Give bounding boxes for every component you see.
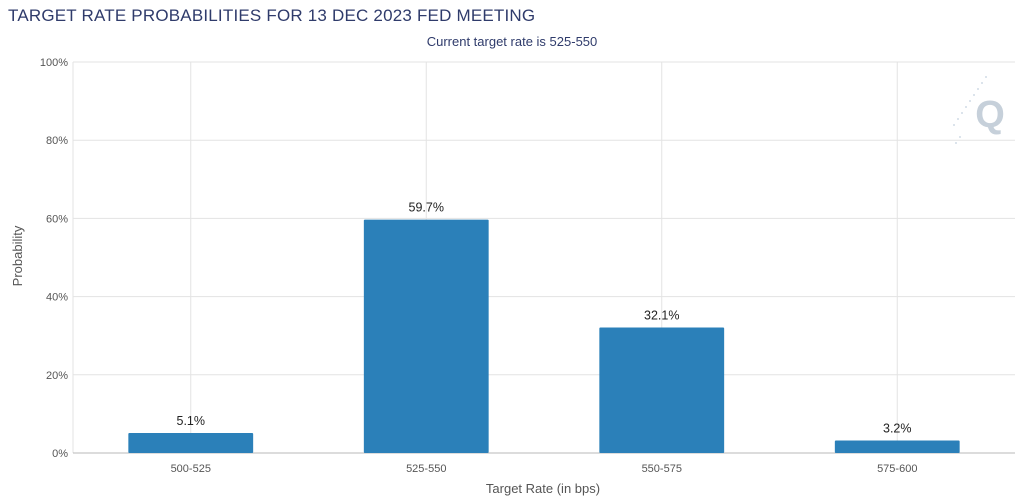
y-axis-title: Probability [10, 225, 25, 286]
y-tick-label: 80% [46, 135, 68, 147]
bar-550-575[interactable] [599, 327, 725, 453]
bar-525-550[interactable] [363, 219, 489, 453]
bar-575-600[interactable] [834, 440, 960, 453]
chart-title: TARGET RATE PROBABILITIES FOR 13 DEC 202… [8, 6, 536, 25]
svg-text:Q: Q [975, 94, 1005, 136]
data-labels: 5.1% 59.7% 32.1% 3.2% [177, 201, 912, 436]
axes: 0% 20% 40% 60% 80% 100% 500-525 525-550 550-575 5… [40, 57, 1015, 475]
y-tick-label: 0% [52, 448, 68, 460]
data-label: 32.1% [644, 308, 679, 322]
y-tick-label: 100% [40, 57, 68, 69]
x-tick-label: 550-575 [642, 463, 682, 475]
gridlines [73, 61, 1015, 453]
data-label: 59.7% [409, 201, 444, 215]
x-tick-label: 525-550 [406, 463, 446, 475]
x-axis-title: Target Rate (in bps) [486, 481, 600, 496]
x-tick-label: 500-525 [171, 463, 211, 475]
bars [128, 219, 960, 453]
y-tick-label: 60% [46, 213, 68, 225]
x-tick-label: 575-600 [877, 463, 917, 475]
bar-500-525[interactable] [128, 433, 254, 453]
q-logo-icon: Q [953, 76, 1005, 144]
y-tick-label: 40% [46, 292, 68, 304]
y-tick-label: 20% [46, 370, 68, 382]
data-label: 3.2% [883, 421, 912, 435]
chart-subtitle: Current target rate is 525-550 [426, 34, 598, 49]
data-label: 5.1% [177, 414, 206, 428]
